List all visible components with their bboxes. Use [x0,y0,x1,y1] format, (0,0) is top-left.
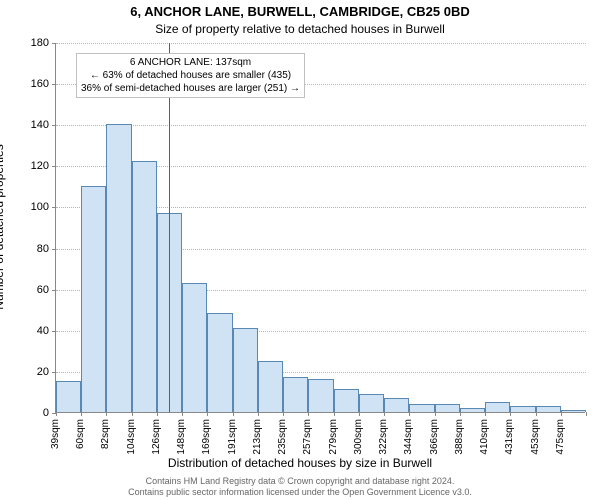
x-tick [561,412,562,416]
y-tick-label: 60 [9,285,49,296]
x-tick [586,412,587,416]
x-tick-label: 257sqm [303,419,313,455]
x-tick [334,412,335,416]
x-tick [485,412,486,416]
footer: Contains HM Land Registry data © Crown c… [0,476,600,498]
x-tick [460,412,461,416]
gridline [56,43,586,44]
chart-title-sub: Size of property relative to detached ho… [0,22,600,36]
x-tick [510,412,511,416]
x-tick [308,412,309,416]
histogram-bar [409,404,434,412]
x-tick [56,412,57,416]
y-tick-label: 80 [9,244,49,255]
y-tick-label: 140 [9,120,49,131]
footer-line-2: Contains public sector information licen… [0,487,600,498]
x-tick [81,412,82,416]
y-tick-label: 0 [9,408,49,419]
y-tick-label: 40 [9,326,49,337]
histogram-bar [207,313,232,412]
histogram-bar [485,402,510,412]
x-tick [409,412,410,416]
y-tick-label: 120 [9,161,49,172]
x-tick-label: 322sqm [379,419,389,455]
histogram-bar [334,389,359,412]
annotation-line: ← 63% of detached houses are smaller (43… [81,69,300,82]
x-tick [182,412,183,416]
y-tick-label: 160 [9,79,49,90]
x-tick-label: 148sqm [177,419,187,455]
x-tick [536,412,537,416]
histogram-bar [308,379,333,412]
histogram-bar [81,186,106,412]
histogram-bar [106,124,131,412]
histogram-bar [283,377,308,412]
x-tick-label: 39sqm [51,419,61,449]
y-tick [52,125,56,126]
chart-title-main: 6, ANCHOR LANE, BURWELL, CAMBRIDGE, CB25… [0,4,600,19]
x-tick-label: 169sqm [202,419,212,455]
footer-line-1: Contains HM Land Registry data © Crown c… [0,476,600,487]
x-tick-label: 344sqm [404,419,414,455]
x-tick-label: 279sqm [329,419,339,455]
y-tick-label: 20 [9,367,49,378]
annotation-line: 36% of semi-detached houses are larger (… [81,82,300,95]
x-tick [106,412,107,416]
histogram-bar [56,381,81,412]
histogram-bar [233,328,258,412]
x-tick [233,412,234,416]
x-tick-label: 410sqm [480,419,490,455]
x-tick-label: 453sqm [531,419,541,455]
x-tick [258,412,259,416]
x-tick-label: 475sqm [556,419,566,455]
y-axis-label: Number of detached properties [0,144,6,309]
y-tick [52,290,56,291]
x-tick [384,412,385,416]
y-tick [52,372,56,373]
x-tick-label: 191sqm [228,419,238,455]
chart-root: 6, ANCHOR LANE, BURWELL, CAMBRIDGE, CB25… [0,0,600,500]
x-tick-label: 235sqm [278,419,288,455]
histogram-bar [359,394,384,413]
x-tick-label: 60sqm [76,419,86,449]
histogram-bar [132,161,157,412]
histogram-bar [258,361,283,412]
y-tick [52,84,56,85]
y-tick-label: 180 [9,38,49,49]
x-tick-label: 388sqm [455,419,465,455]
x-tick-label: 431sqm [505,419,515,455]
x-tick-label: 366sqm [430,419,440,455]
plot-wrap: 02040608010012014016018039sqm60sqm82sqm1… [55,42,585,412]
y-tick [52,331,56,332]
x-tick-label: 82sqm [101,419,111,449]
histogram-bar [561,410,586,412]
x-tick [283,412,284,416]
annotation-box: 6 ANCHOR LANE: 137sqm← 63% of detached h… [76,53,305,98]
x-tick [435,412,436,416]
y-tick [52,43,56,44]
gridline [56,125,586,126]
x-tick [207,412,208,416]
histogram-bar [510,406,535,412]
histogram-bar [435,404,460,412]
annotation-line: 6 ANCHOR LANE: 137sqm [81,56,300,69]
x-tick-label: 126sqm [152,419,162,455]
x-tick-label: 213sqm [253,419,263,455]
reference-line [169,43,170,412]
histogram-bar [460,408,485,412]
histogram-bar [182,283,207,413]
y-tick [52,207,56,208]
x-tick-label: 104sqm [127,419,137,455]
plot-area: 02040608010012014016018039sqm60sqm82sqm1… [55,43,585,413]
x-tick [359,412,360,416]
x-tick [157,412,158,416]
y-tick-label: 100 [9,202,49,213]
histogram-bar [384,398,409,412]
histogram-bar [536,406,561,412]
x-tick [132,412,133,416]
y-tick [52,166,56,167]
y-tick [52,249,56,250]
x-tick-label: 300sqm [354,419,364,455]
x-axis-label: Distribution of detached houses by size … [0,456,600,470]
